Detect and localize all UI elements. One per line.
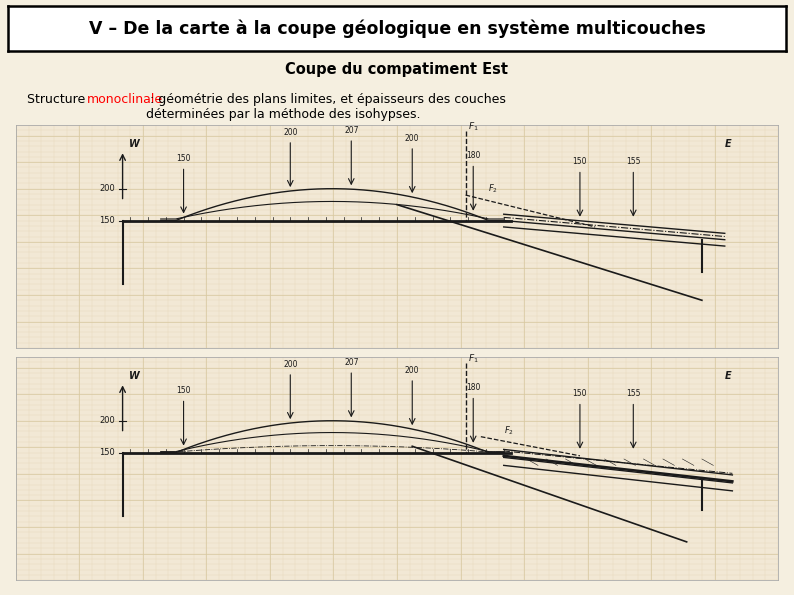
Text: 200: 200 — [405, 134, 419, 143]
Text: 200: 200 — [99, 416, 115, 425]
Text: Coupe du compatiment Est: Coupe du compatiment Est — [286, 62, 508, 77]
Text: 180: 180 — [466, 151, 480, 161]
Text: : géométrie des plans limites, et épaisseurs des couches
déterminées par la méth: : géométrie des plans limites, et épaiss… — [146, 93, 507, 121]
Text: V – De la carte à la coupe géologique en système multicouches: V – De la carte à la coupe géologique en… — [89, 19, 705, 37]
Text: 150: 150 — [176, 154, 191, 163]
Text: Structure: Structure — [27, 93, 90, 107]
Text: 155: 155 — [626, 390, 641, 399]
Text: 150: 150 — [176, 386, 191, 395]
Text: 200: 200 — [405, 366, 419, 375]
Text: 200: 200 — [99, 184, 115, 193]
Text: 150: 150 — [572, 390, 588, 399]
Text: 155: 155 — [626, 158, 641, 167]
Text: 150: 150 — [99, 216, 115, 225]
Text: 207: 207 — [344, 126, 359, 135]
Text: $F_2$: $F_2$ — [503, 424, 514, 437]
Text: E: E — [725, 371, 731, 381]
Text: 150: 150 — [572, 158, 588, 167]
Text: $F_2$: $F_2$ — [488, 183, 499, 195]
Text: 200: 200 — [283, 128, 298, 137]
Text: W: W — [129, 139, 140, 149]
Text: monoclinale: monoclinale — [87, 93, 164, 107]
Text: $F_1$: $F_1$ — [468, 121, 479, 133]
Text: $F_1$: $F_1$ — [468, 353, 479, 365]
Text: 207: 207 — [344, 358, 359, 367]
Text: 150: 150 — [99, 448, 115, 457]
Text: E: E — [725, 139, 731, 149]
Text: 200: 200 — [283, 360, 298, 369]
Text: 180: 180 — [466, 383, 480, 393]
Text: W: W — [129, 371, 140, 381]
